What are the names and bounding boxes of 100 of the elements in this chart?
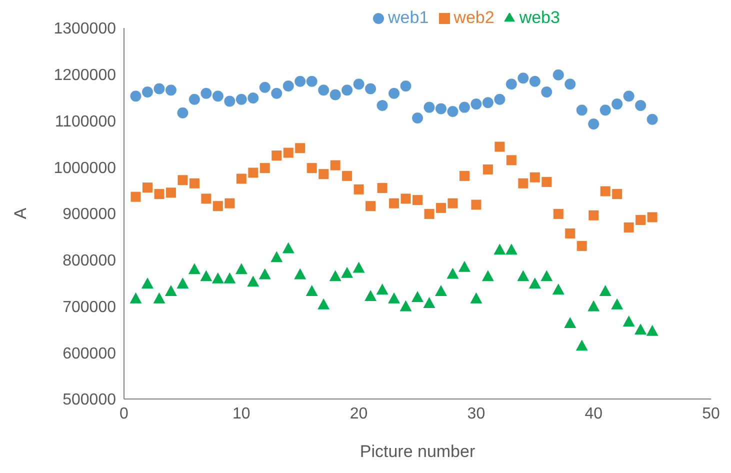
y-tick-label: 600000	[62, 345, 116, 362]
point	[412, 290, 424, 302]
point	[434, 284, 447, 296]
point	[294, 76, 306, 87]
point	[341, 266, 354, 278]
point	[576, 240, 587, 251]
x-tick-label: 20	[350, 405, 368, 422]
point	[528, 278, 541, 289]
point	[377, 182, 388, 193]
point	[482, 97, 494, 108]
y-tick-label: 700000	[62, 298, 116, 316]
point	[424, 102, 435, 113]
point	[634, 323, 647, 334]
point	[283, 148, 294, 158]
point	[553, 208, 564, 219]
point	[212, 90, 224, 102]
point	[576, 104, 588, 116]
x-axis-title: Picture number	[360, 442, 476, 461]
point	[518, 72, 529, 84]
point	[530, 172, 540, 182]
point	[235, 263, 248, 274]
x-tick-label: 50	[702, 405, 720, 422]
point	[470, 292, 482, 304]
point	[423, 297, 436, 308]
point	[388, 292, 400, 304]
point	[154, 189, 164, 200]
point	[400, 300, 412, 312]
point	[130, 192, 141, 202]
point	[458, 260, 470, 272]
point	[412, 112, 423, 124]
point	[552, 69, 564, 80]
point	[540, 270, 553, 282]
point	[130, 292, 142, 304]
point	[436, 202, 446, 213]
point	[506, 78, 517, 90]
point	[342, 84, 353, 96]
point	[612, 98, 623, 110]
point	[366, 201, 376, 212]
point	[471, 200, 482, 210]
point	[200, 88, 212, 99]
legend-label: web1	[388, 8, 429, 27]
point	[188, 263, 200, 274]
y-tick-label: 1200000	[54, 67, 116, 84]
point	[646, 114, 658, 125]
point	[624, 222, 634, 232]
point	[564, 78, 576, 90]
point	[259, 82, 270, 93]
point	[166, 188, 176, 198]
point	[188, 94, 200, 105]
point	[576, 340, 588, 351]
point	[529, 76, 540, 87]
point	[247, 276, 260, 287]
point	[282, 242, 294, 254]
point	[282, 80, 294, 92]
point	[494, 142, 505, 152]
point	[306, 163, 317, 174]
point	[623, 90, 634, 102]
point	[153, 292, 166, 304]
point	[636, 214, 646, 225]
point	[482, 270, 494, 282]
point	[154, 83, 165, 94]
point	[612, 189, 622, 200]
point	[178, 175, 188, 186]
point	[552, 284, 564, 295]
point	[635, 100, 646, 111]
point	[272, 150, 282, 161]
point	[506, 155, 516, 166]
point	[352, 262, 365, 273]
point	[517, 270, 530, 282]
point	[542, 176, 552, 187]
y-axis-title: A	[11, 207, 30, 220]
point	[424, 208, 434, 219]
point	[588, 118, 600, 130]
point	[130, 90, 142, 102]
point	[306, 76, 318, 87]
point	[611, 298, 624, 310]
point	[388, 88, 400, 99]
point	[518, 178, 528, 188]
point	[201, 194, 212, 204]
point	[354, 184, 364, 194]
point	[482, 164, 493, 174]
y-tick-label: 1000000	[54, 160, 116, 177]
point	[564, 316, 576, 328]
x-tick-label: 0	[120, 405, 129, 422]
point	[248, 168, 258, 178]
point	[647, 212, 658, 222]
point	[271, 88, 282, 99]
point	[258, 268, 271, 280]
x-tick-label: 30	[467, 405, 486, 422]
point	[318, 298, 330, 310]
point	[494, 244, 506, 255]
point	[588, 300, 600, 312]
x-tick-label: 40	[584, 405, 603, 422]
point	[295, 143, 306, 154]
point	[376, 100, 388, 111]
point	[599, 284, 612, 296]
point	[565, 228, 576, 238]
point	[376, 284, 388, 295]
point	[622, 316, 635, 327]
point	[260, 163, 270, 174]
